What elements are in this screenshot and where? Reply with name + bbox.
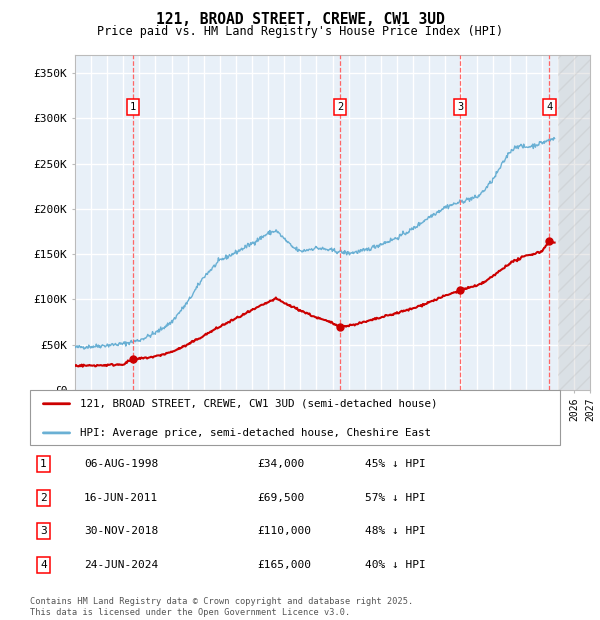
Text: 1: 1 [130, 102, 136, 112]
Text: Contains HM Land Registry data © Crown copyright and database right 2025.
This d: Contains HM Land Registry data © Crown c… [30, 598, 413, 617]
Text: 121, BROAD STREET, CREWE, CW1 3UD: 121, BROAD STREET, CREWE, CW1 3UD [155, 12, 445, 27]
Text: £69,500: £69,500 [257, 493, 304, 503]
Bar [558, 55, 590, 390]
Text: £34,000: £34,000 [257, 459, 304, 469]
Text: 48% ↓ HPI: 48% ↓ HPI [365, 526, 425, 536]
Text: £165,000: £165,000 [257, 560, 311, 570]
Text: 1: 1 [40, 459, 47, 469]
Text: 4: 4 [40, 560, 47, 570]
Text: 2: 2 [40, 493, 47, 503]
Text: 121, BROAD STREET, CREWE, CW1 3UD (semi-detached house): 121, BROAD STREET, CREWE, CW1 3UD (semi-… [80, 399, 438, 409]
Text: 3: 3 [457, 102, 463, 112]
Text: 2: 2 [337, 102, 343, 112]
Text: 4: 4 [547, 102, 553, 112]
Text: 57% ↓ HPI: 57% ↓ HPI [365, 493, 425, 503]
Text: 16-JUN-2011: 16-JUN-2011 [84, 493, 158, 503]
Text: 40% ↓ HPI: 40% ↓ HPI [365, 560, 425, 570]
Text: 3: 3 [40, 526, 47, 536]
Text: 45% ↓ HPI: 45% ↓ HPI [365, 459, 425, 469]
Text: 06-AUG-1998: 06-AUG-1998 [84, 459, 158, 469]
Text: 24-JUN-2024: 24-JUN-2024 [84, 560, 158, 570]
Text: 30-NOV-2018: 30-NOV-2018 [84, 526, 158, 536]
Text: Price paid vs. HM Land Registry's House Price Index (HPI): Price paid vs. HM Land Registry's House … [97, 25, 503, 38]
Text: HPI: Average price, semi-detached house, Cheshire East: HPI: Average price, semi-detached house,… [80, 428, 431, 438]
Text: £110,000: £110,000 [257, 526, 311, 536]
